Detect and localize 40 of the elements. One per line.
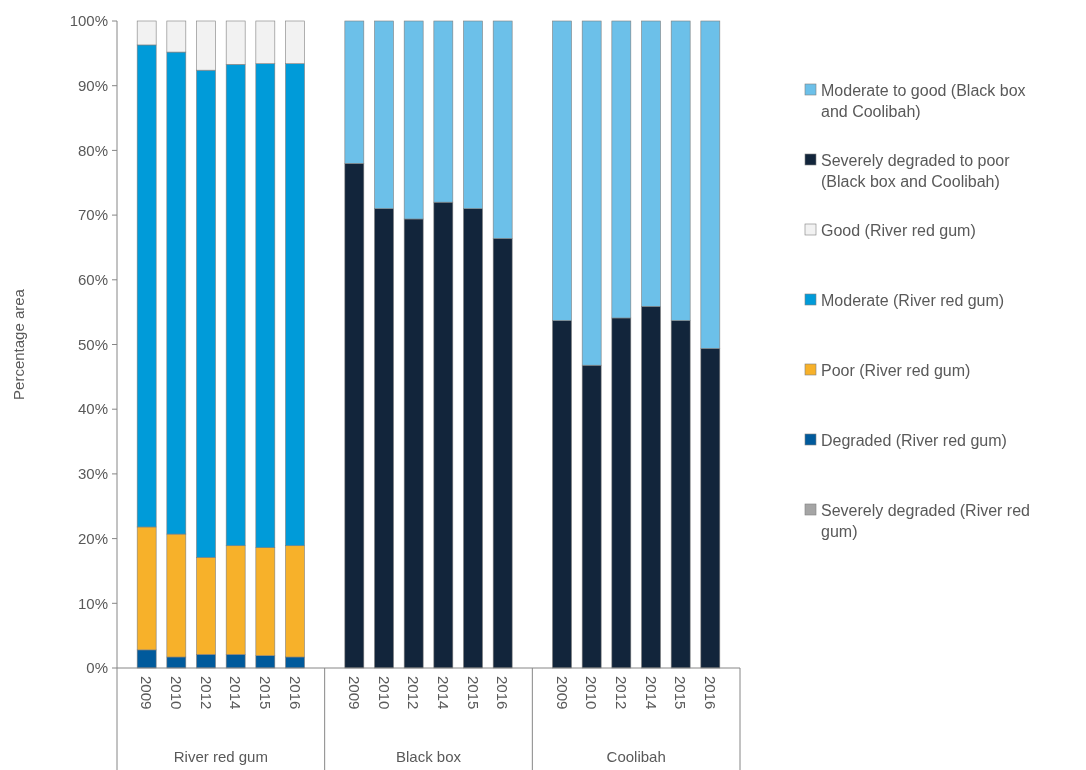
x-tick-label: 2010 <box>583 676 601 710</box>
y-tick-label: 70% <box>77 206 108 224</box>
x-tick-label: 2012 <box>197 676 215 710</box>
x-tick-label: 2014 <box>435 676 453 710</box>
legend-label: Severely degraded to poor (Black box and Coolibah) <box>821 151 1011 191</box>
legend-label: Moderate to good (Black box and Coolibah) <box>821 81 1026 121</box>
legend-label: Poor (River red gum) <box>821 361 971 379</box>
x-tick-label: 2010 <box>375 676 393 710</box>
x-tick-label: 2015 <box>257 676 275 710</box>
x-tick-label: 2010 <box>168 676 186 710</box>
legend-label: Good (River red gum) <box>821 221 976 239</box>
x-tick-label: 2012 <box>613 676 631 710</box>
legend-label: Moderate (River red gum) <box>821 291 1005 309</box>
x-tick-label: 2016 <box>702 676 720 710</box>
y-tick-label: 50% <box>77 335 108 353</box>
x-tick-label: 2009 <box>553 676 571 710</box>
x-tick-label: 2009 <box>346 676 364 710</box>
x-tick-label: 2016 <box>286 676 304 710</box>
y-tick-label: 80% <box>77 141 108 159</box>
y-tick-label: 40% <box>77 400 108 418</box>
text: Black box <box>395 748 462 765</box>
y-tick-label: 100% <box>69 12 108 30</box>
x-tick-label: 2012 <box>405 676 423 710</box>
y-tick-label: 30% <box>77 465 108 483</box>
y-tick-label: 0% <box>86 659 108 677</box>
y-axis-title: Percentage area <box>10 288 27 400</box>
legend-label: Severely degraded (River red gum) <box>821 501 1030 541</box>
legend-label: Degraded (River red gum) <box>821 431 1007 449</box>
x-tick-label: 2014 <box>227 676 245 710</box>
text: River red gum <box>173 748 268 765</box>
y-tick-label: 90% <box>77 76 108 94</box>
y-tick-label: 20% <box>77 529 108 547</box>
y-tick-label: 60% <box>77 271 108 289</box>
text: Coolibah <box>606 748 666 765</box>
x-tick-label: 2016 <box>494 676 512 710</box>
y-tick-label: 10% <box>77 594 108 612</box>
x-tick-label: 2015 <box>672 676 690 710</box>
x-tick-label: 2009 <box>138 676 156 710</box>
x-tick-label: 2014 <box>642 676 660 710</box>
x-tick-label: 2015 <box>464 676 482 710</box>
